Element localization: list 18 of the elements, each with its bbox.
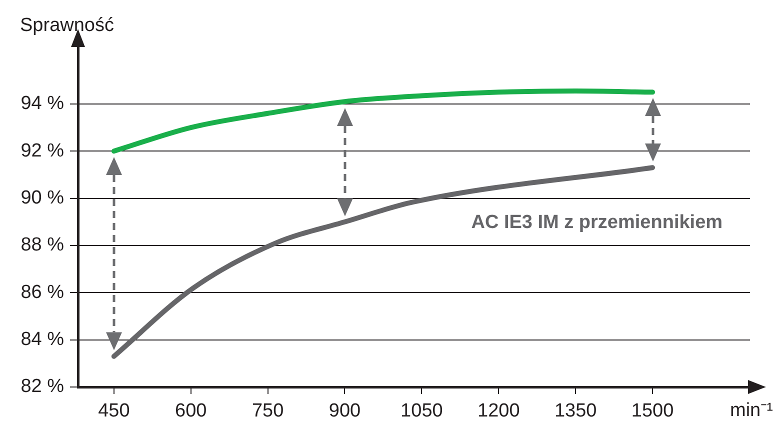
- x-tick-label: 1500: [631, 400, 674, 422]
- y-tick-label: 84 %: [20, 329, 64, 350]
- y-tick-label: 88 %: [20, 234, 64, 256]
- x-tick-label: 1350: [554, 400, 597, 422]
- x-tick-label: 900: [328, 400, 361, 422]
- x-tick-label: 450: [98, 400, 130, 422]
- x-tick-label: 1200: [478, 400, 520, 422]
- y-tick-label: 94 %: [20, 93, 64, 114]
- x-tick-label: 600: [175, 400, 207, 422]
- x-tick-label: 750: [252, 400, 284, 422]
- y-tick-label: 82 %: [20, 376, 64, 398]
- x-axis-title: min⁻¹: [730, 400, 773, 422]
- y-tick-label: 86 %: [20, 282, 64, 303]
- y-axis-title: Sprawność: [20, 15, 114, 36]
- y-tick-label: 90 %: [20, 188, 64, 209]
- y-tick-label: 92 %: [20, 140, 64, 162]
- x-tick-label: 1050: [400, 400, 443, 422]
- series-label: AC IE3 IM z przemiennikiem: [471, 212, 723, 233]
